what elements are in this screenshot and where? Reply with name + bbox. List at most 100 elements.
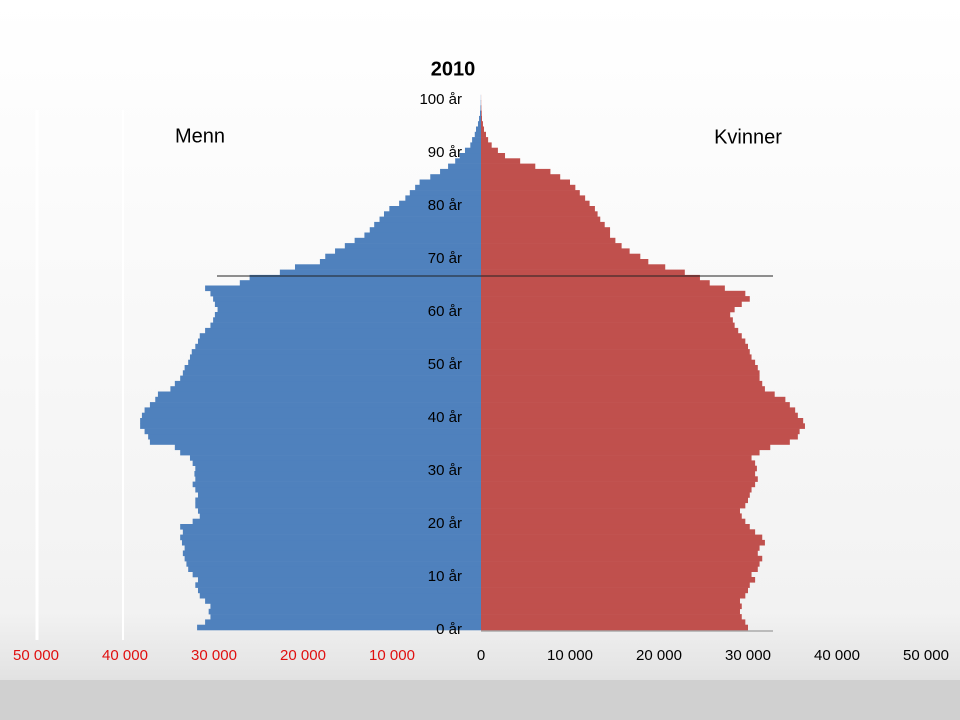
bar [481, 449, 760, 456]
bar [182, 550, 481, 557]
bar [344, 243, 481, 249]
bar [481, 333, 742, 339]
bar [141, 412, 481, 419]
bar [481, 296, 750, 302]
bar [430, 174, 481, 180]
bar [144, 428, 481, 435]
bar [481, 582, 750, 588]
bar [481, 195, 586, 201]
bar [481, 433, 798, 440]
bar [481, 465, 757, 472]
y-tick-label: 40 år [428, 409, 462, 426]
bar [481, 396, 786, 403]
bar [481, 566, 758, 572]
bar [195, 486, 481, 493]
bar [419, 179, 481, 186]
y-tick-label: 20 år [428, 515, 462, 532]
bar [325, 253, 481, 260]
bar [481, 608, 740, 615]
x-tick-label: 0 [477, 647, 485, 664]
bar [140, 418, 481, 424]
bar [455, 158, 481, 164]
bar [481, 232, 611, 239]
bar [481, 216, 601, 223]
bar [481, 539, 765, 546]
bar [481, 121, 483, 127]
bar [481, 497, 748, 504]
bar [205, 598, 481, 604]
bar [170, 386, 481, 392]
bar [481, 428, 800, 435]
bar [481, 354, 752, 360]
bar [481, 131, 486, 138]
bar [199, 513, 481, 519]
bar [389, 206, 481, 212]
bar [191, 349, 481, 355]
bar [180, 375, 481, 382]
y-tick-label: 80 år [428, 197, 462, 214]
bar [144, 407, 481, 413]
bar [383, 211, 481, 217]
bar [197, 587, 482, 594]
bar [210, 603, 481, 610]
bar [180, 534, 481, 541]
bar [481, 492, 750, 498]
bar [481, 402, 790, 408]
bar [481, 365, 758, 371]
bar [481, 624, 748, 631]
x-tick-label: 10 000 [547, 647, 593, 664]
bar [459, 153, 481, 159]
bar [472, 137, 481, 143]
bar [481, 274, 700, 281]
bar [481, 237, 616, 244]
bar [205, 327, 481, 334]
bar [197, 624, 481, 631]
y-tick-label: 90 år [428, 144, 462, 161]
bar [481, 386, 765, 392]
bar [205, 285, 481, 292]
bar [195, 502, 481, 509]
bar [335, 248, 481, 254]
legend-right: Kvinner [714, 126, 782, 148]
bar [481, 359, 756, 366]
bar [481, 518, 746, 525]
bar [140, 423, 481, 429]
bar [481, 327, 739, 334]
bar [481, 264, 666, 270]
bar [481, 460, 756, 466]
bar [481, 349, 750, 355]
bar [189, 354, 481, 360]
bar [217, 306, 481, 313]
bar [481, 444, 771, 451]
bar [213, 317, 482, 323]
bar [481, 455, 752, 461]
bar [481, 391, 775, 398]
bar [481, 502, 746, 509]
bar [174, 380, 481, 387]
bar [181, 539, 481, 546]
bar [405, 195, 481, 201]
bar [155, 396, 481, 403]
y-tick-label: 70 år [428, 250, 462, 267]
bar [210, 290, 481, 297]
bar [208, 608, 481, 615]
bar [210, 614, 481, 620]
bar [481, 168, 551, 175]
bar [481, 571, 752, 578]
bar [481, 312, 731, 318]
bar [479, 115, 481, 122]
bar [192, 518, 481, 525]
bar [481, 259, 649, 265]
bar [481, 184, 576, 191]
bar [464, 147, 481, 154]
bar [195, 497, 481, 504]
bar [481, 587, 748, 594]
bar [319, 259, 481, 265]
bar [481, 243, 622, 249]
bar [481, 534, 763, 541]
bar [477, 121, 481, 127]
x-tick-label: 20 000 [636, 647, 682, 664]
bar [182, 529, 481, 535]
bar [364, 232, 481, 239]
